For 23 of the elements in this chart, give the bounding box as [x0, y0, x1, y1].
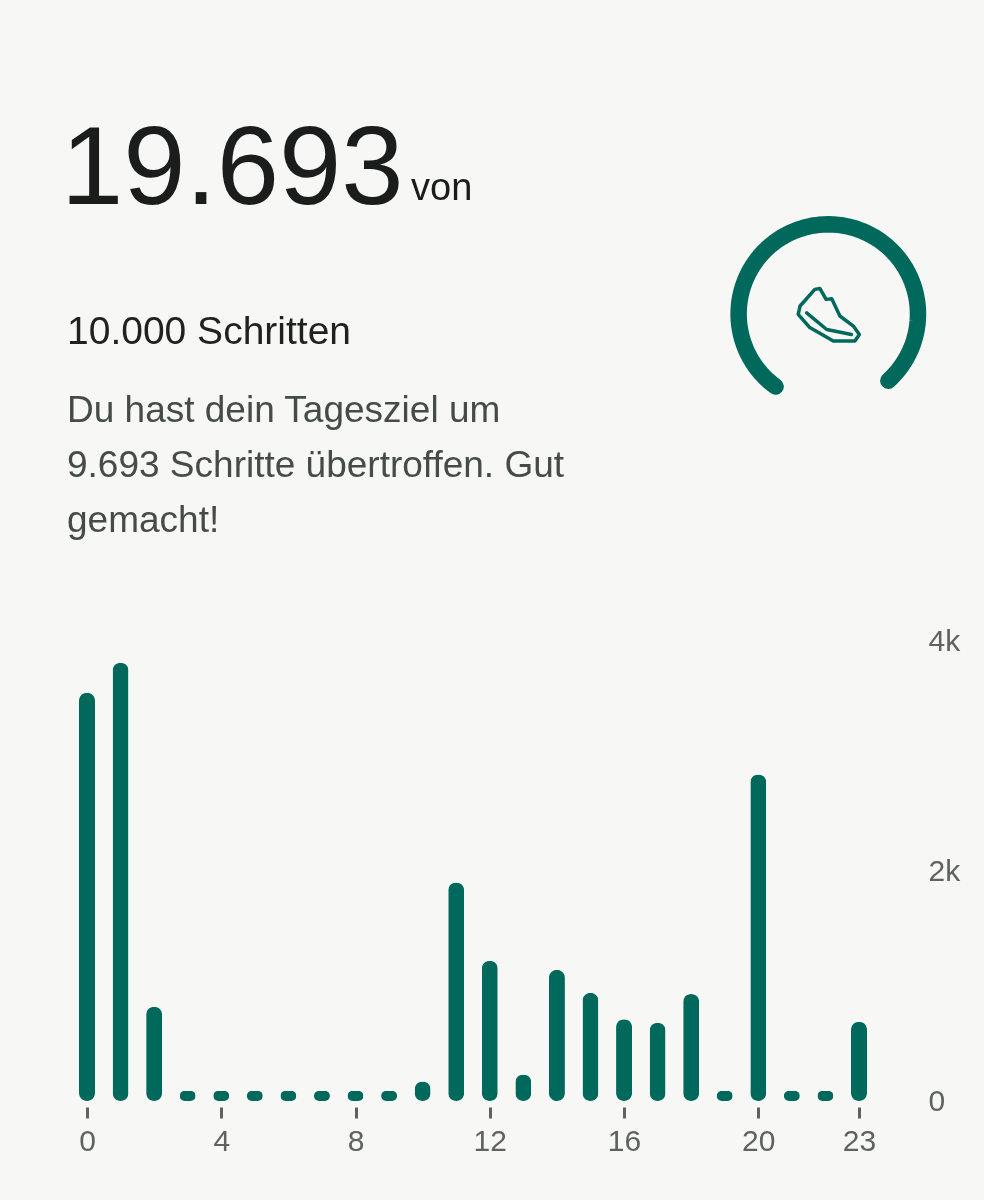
- x-tick-label: 23: [842, 1123, 877, 1157]
- bar: [448, 882, 465, 1101]
- y-tick-label: 4k: [928, 623, 962, 657]
- bar: [79, 692, 95, 1101]
- bar: [582, 992, 599, 1101]
- x-tick-label: 16: [607, 1123, 642, 1157]
- x-tick-label: 8: [347, 1123, 365, 1157]
- bar: [548, 969, 565, 1101]
- x-tick-label: 12: [473, 1123, 507, 1157]
- x-tick-label: 0: [79, 1123, 96, 1157]
- bar: [112, 662, 129, 1101]
- chart-title: 19.693: [61, 103, 404, 228]
- bar: [750, 774, 767, 1101]
- text: von: [411, 166, 473, 208]
- bar: [851, 1021, 867, 1101]
- x-tick-label: 20: [742, 1123, 776, 1157]
- bar: [481, 960, 498, 1101]
- text: Du hast dein Tagesziel um 9.693 Schritte übertroffen. Gut gemacht!: [67, 388, 565, 540]
- y-tick-label: 2k: [928, 853, 962, 887]
- bar: [683, 994, 700, 1101]
- y-tick-label: 0: [928, 1083, 946, 1117]
- x-tick-label: 4: [213, 1123, 231, 1157]
- text: 10.000 Schritten: [67, 309, 352, 352]
